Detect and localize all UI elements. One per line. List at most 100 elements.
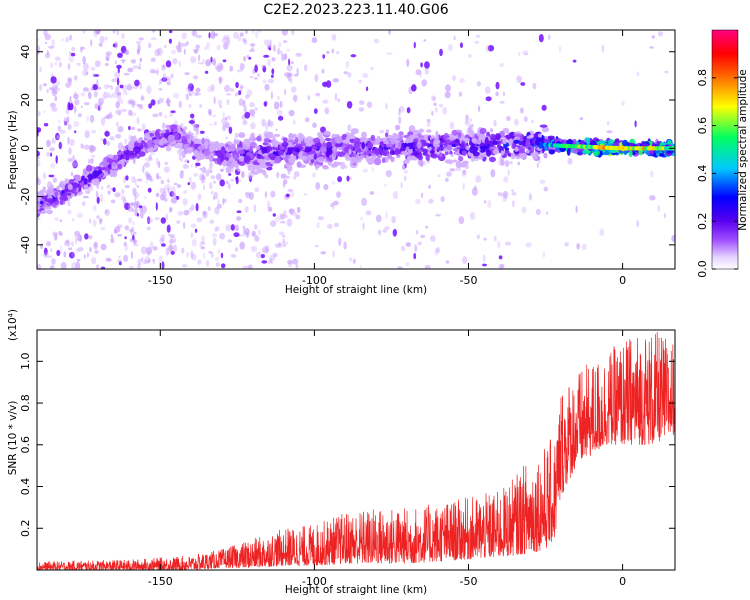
spectrogram-noise-blob (163, 198, 168, 202)
spectrogram-band-blob (146, 143, 155, 148)
snr-marks (37, 331, 675, 570)
spectrogram-noise-blob (447, 44, 453, 52)
spectrogram-noise-blob (210, 84, 215, 92)
spectrogram-noise-blob (246, 89, 253, 97)
spectrogram-noise-blob (67, 209, 72, 215)
spectrogram-band-blob (250, 141, 257, 148)
spectrogram-noise-blob (242, 37, 247, 43)
spectrogram-noise-blob (263, 101, 268, 107)
spectrogram-y-label: Frequency (Hz) (7, 110, 19, 189)
spectrogram-band-blob (37, 203, 40, 211)
spectrogram-band-blob (220, 154, 225, 163)
spectrogram-noise-blob (196, 217, 203, 223)
spectrogram-noise-blob (238, 98, 244, 107)
spectrogram-noise-blob (212, 114, 217, 118)
spectrogram-noise-blob (262, 65, 267, 73)
spectrogram-noise-blob (161, 261, 165, 269)
spectrogram-noise-blob (156, 68, 159, 76)
spectrogram-noise-blob (104, 209, 109, 215)
spectrogram-noise-blob (444, 91, 451, 99)
spectrogram-noise-blob (168, 244, 174, 252)
spectrogram-noise-blob (127, 99, 133, 105)
spectrogram-noise-blob (257, 30, 262, 33)
spectrogram-noise-blob (559, 45, 562, 53)
spectrogram-noise-blob (74, 130, 77, 134)
spectrogram-noise-blob (245, 191, 251, 195)
spectrogram-band-blob (502, 137, 508, 145)
spectrogram-noise-blob (248, 264, 253, 269)
spectrogram-noise-blob (249, 109, 256, 116)
spectrogram-noise-blob (136, 212, 139, 217)
spectrogram-band-blob (383, 140, 390, 145)
spectrogram-noise-blob (280, 221, 286, 224)
spectrogram-noise-blob (71, 262, 77, 269)
spectrogram-noise-blob (275, 128, 278, 131)
spectrogram-band-blob (106, 158, 113, 164)
spectrogram-noise-blob (134, 79, 140, 87)
spectrogram-noise-blob (188, 104, 192, 108)
spectrogram-band-blob (203, 149, 211, 157)
colorbar-tick-label: 0.0 (696, 260, 709, 278)
spectrogram-noise-blob (172, 192, 177, 198)
spectrogram-noise-blob (165, 213, 168, 221)
spectrogram-band-blob (183, 143, 189, 148)
spectrogram-noise-blob (134, 180, 137, 186)
spectrogram-noise-blob (83, 254, 87, 259)
spectrogram-noise-blob (242, 265, 248, 269)
spectrogram-noise-blob (442, 107, 448, 115)
colorbar: 0.0 0.2 0.4 0.6 0.8 Normalized spectral ampl… (696, 29, 749, 278)
spectrogram-noise-blob (271, 74, 274, 78)
spectrogram-band-blob (582, 149, 587, 155)
spectrogram-noise-blob (42, 83, 48, 87)
spectrogram-band-blob (322, 166, 330, 170)
spectrogram-noise-blob (183, 209, 190, 216)
spectrogram-band-blob (513, 139, 520, 144)
spectrogram-noise-blob (69, 51, 72, 57)
spectrogram-noise-blob (420, 192, 424, 198)
spectrogram-noise-blob (90, 66, 96, 71)
spectrogram-noise-blob (88, 158, 91, 165)
spectrogram-noise-blob (283, 179, 288, 185)
spectrogram-noise-blob (462, 169, 467, 175)
spectrogram-noise-blob (141, 257, 144, 262)
spectrogram-noise-blob (205, 59, 211, 67)
spectrogram-noise-blob (89, 114, 95, 123)
spectrogram-noise-blob (233, 232, 240, 238)
spectrogram-noise-blob (67, 124, 72, 130)
spectrogram-noise-blob (152, 258, 155, 262)
spectrogram-noise-blob (148, 258, 151, 264)
spectrogram-noise-blob (384, 226, 390, 230)
spectrogram-noise-blob (283, 210, 287, 217)
spectrogram-noise-blob (110, 237, 115, 244)
spectrogram-noise-blob (169, 112, 174, 118)
spectrogram-noise-blob (123, 91, 129, 96)
spectrogram-band-blob (250, 163, 255, 168)
spectrogram-noise-blob (198, 54, 201, 62)
spectrogram-noise-blob (296, 206, 301, 214)
spectrogram-band-blob (382, 150, 388, 156)
spectrogram-band-blob (147, 139, 154, 145)
spectrogram-noise-blob (392, 228, 397, 237)
spectrogram-noise-blob (39, 66, 42, 73)
spectrogram-band-blob (462, 150, 467, 157)
spectrogram-band-blob (422, 148, 428, 154)
spectrogram-noise-blob (111, 78, 117, 83)
spectrogram-band-blob (294, 137, 299, 145)
spectrogram-noise-blob (195, 87, 201, 93)
spectrogram-noise-blob (337, 98, 340, 103)
spectrogram-noise-blob (131, 126, 136, 131)
spectrogram-noise-blob (37, 150, 40, 157)
figure-title: C2E2.2023.223.11.40.G06 (263, 2, 448, 18)
spectrogram-noise-blob (72, 218, 75, 222)
spectrogram-noise-blob (192, 75, 199, 80)
spectrogram-noise-blob (67, 201, 71, 207)
spectrogram-band-blob (525, 149, 530, 154)
spectrogram-band-blob (331, 164, 336, 168)
spectrogram-noise-blob (348, 257, 353, 262)
spectrogram-band-blob (123, 150, 130, 156)
spectrogram-noise-blob (152, 259, 155, 265)
spectrogram-noise-blob (439, 48, 443, 57)
spectrogram-noise-blob (98, 42, 103, 47)
spectrogram-noise-blob (56, 135, 60, 140)
spectrogram-noise-blob (307, 95, 311, 101)
